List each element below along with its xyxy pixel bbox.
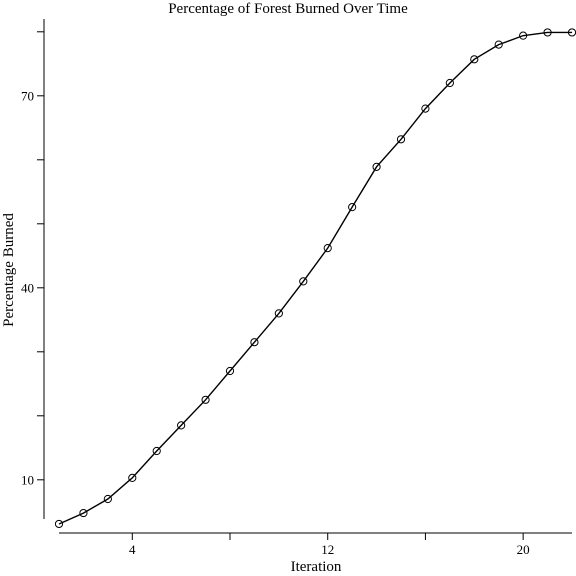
x-tick-label: 20 xyxy=(517,542,530,557)
data-point xyxy=(177,421,186,430)
data-markers xyxy=(54,28,576,529)
y-tick-label: 10 xyxy=(21,472,34,487)
x-tick-label: 4 xyxy=(129,542,136,557)
y-tick-label: 40 xyxy=(21,280,34,295)
data-point xyxy=(250,338,259,347)
data-point xyxy=(79,508,88,518)
data-point xyxy=(543,28,552,37)
y-axis-label: Percentage Burned xyxy=(1,213,17,327)
y-axis-ticks: 10 40 70 xyxy=(21,31,44,487)
x-tick-label: 12 xyxy=(321,542,334,557)
data-point xyxy=(372,162,381,171)
data-point xyxy=(323,244,332,253)
data-point xyxy=(348,203,357,212)
data-point xyxy=(128,473,137,482)
chart-title: Percentage of Forest Burned Over Time xyxy=(168,1,408,17)
data-point xyxy=(421,104,430,113)
data-point xyxy=(494,40,503,49)
x-axis-ticks: 4 12 20 xyxy=(129,533,530,557)
series-line xyxy=(58,31,572,525)
data-point xyxy=(299,277,308,286)
data-point xyxy=(274,309,283,318)
data-point xyxy=(445,78,454,88)
data-point xyxy=(470,55,479,64)
data-point xyxy=(225,366,235,376)
data-point xyxy=(396,135,406,144)
data-point xyxy=(152,446,161,456)
data-point xyxy=(54,519,64,529)
x-axis-label: Iteration xyxy=(291,559,342,575)
data-point xyxy=(201,395,210,404)
data-point xyxy=(103,494,112,504)
y-tick-label: 70 xyxy=(21,88,34,103)
data-point xyxy=(519,31,528,40)
